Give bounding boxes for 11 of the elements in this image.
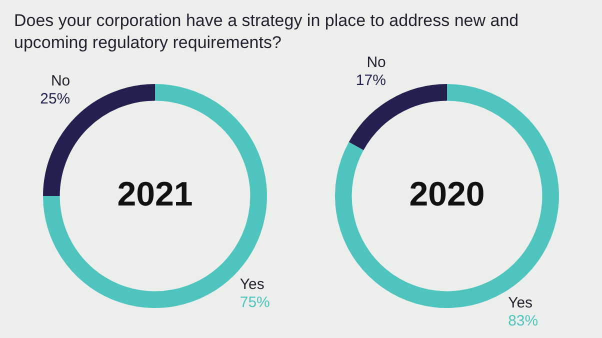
- slice-label: Yes: [508, 294, 533, 312]
- data-label: 75%: [240, 294, 270, 311]
- data-label: 25%: [40, 90, 70, 108]
- slice-label: No: [366, 54, 386, 71]
- data-label: 17%: [356, 72, 386, 89]
- text: 2021: [117, 175, 193, 214]
- data-label: 83%: [508, 312, 538, 330]
- slice-label: No: [50, 72, 70, 90]
- chart-title: Does your corporation have a strategy in place to address new and upcoming regulatory requirements?: [14, 10, 520, 54]
- text: 2020: [409, 175, 485, 214]
- slice-label: Yes: [240, 276, 264, 293]
